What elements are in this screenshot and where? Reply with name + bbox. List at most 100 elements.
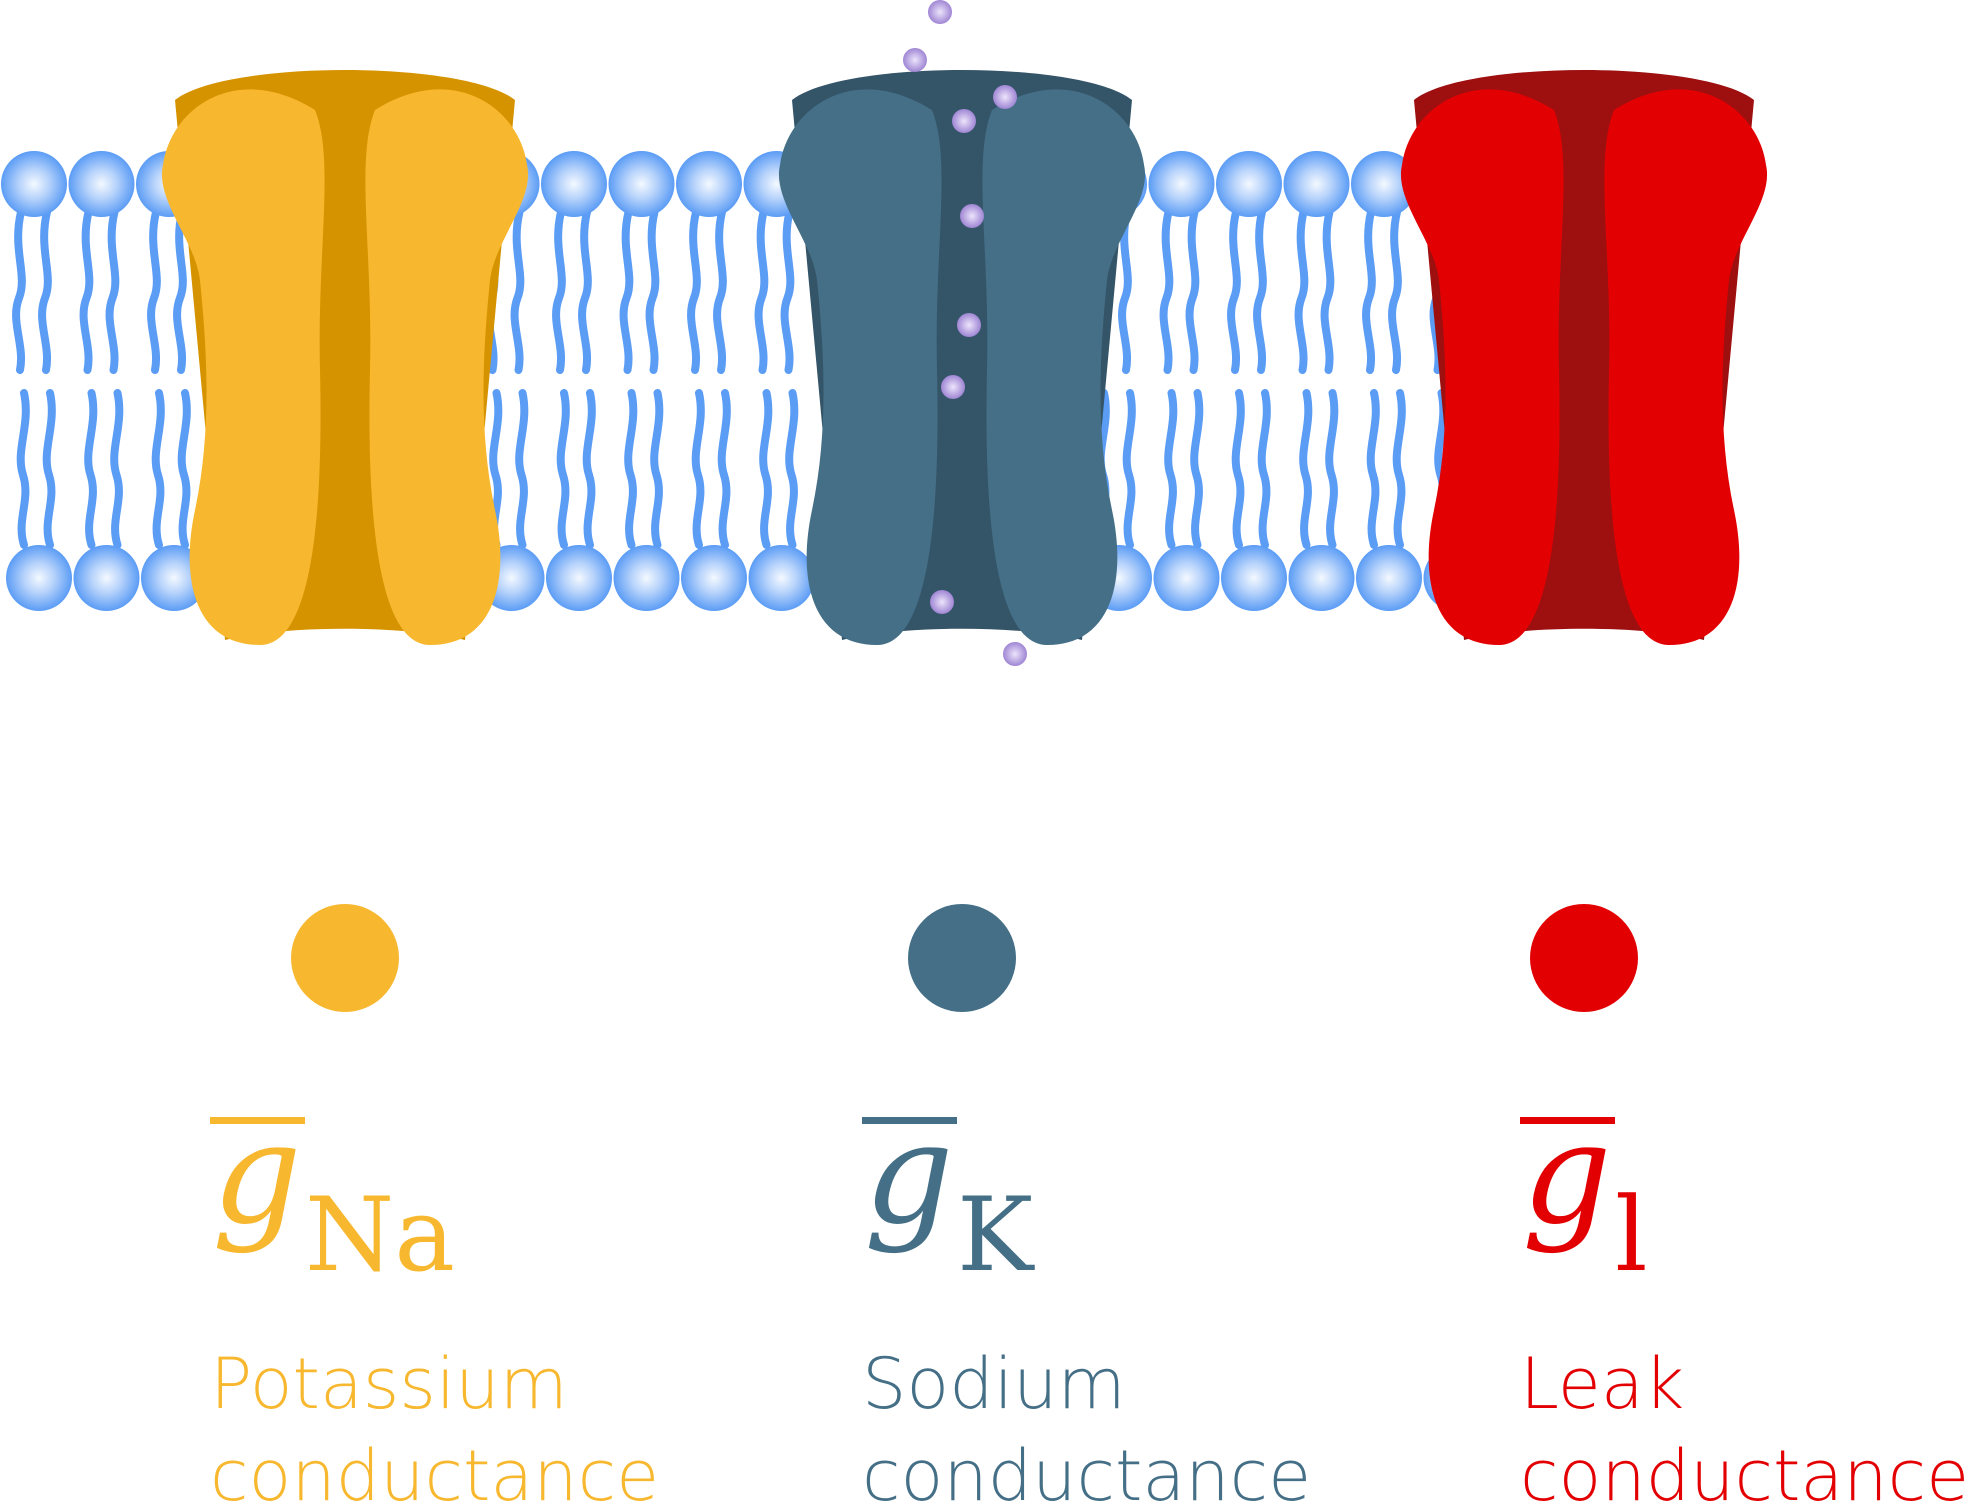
leak-channel-icon bbox=[1400, 70, 1768, 646]
ion-particle bbox=[941, 375, 965, 399]
ion-particle bbox=[903, 48, 927, 72]
lipid-head bbox=[1, 151, 67, 217]
ion-particle bbox=[993, 85, 1017, 109]
ion-particle bbox=[957, 313, 981, 337]
lipid-tail bbox=[1122, 389, 1136, 549]
conductance-subscript: Na bbox=[305, 1176, 455, 1295]
lipid-tail bbox=[16, 389, 30, 549]
potassium-channel-icon bbox=[161, 70, 529, 646]
conductance-label-line1: Sodium bbox=[862, 1343, 1126, 1425]
lipid-tail bbox=[624, 389, 638, 549]
lipid-tail bbox=[1362, 208, 1376, 374]
lipid-tail bbox=[84, 389, 98, 549]
lipid-tail bbox=[691, 389, 705, 549]
ion-channels bbox=[161, 70, 1768, 646]
conductance-label-line1: Leak bbox=[1520, 1343, 1684, 1425]
ion-particle bbox=[928, 0, 952, 24]
lipid-tail bbox=[1159, 208, 1174, 374]
lipid-head bbox=[1216, 151, 1282, 217]
lipid-head bbox=[676, 151, 742, 217]
lipid-tail bbox=[1325, 389, 1339, 549]
lipid-tail bbox=[1388, 208, 1402, 374]
symbol-overbar bbox=[210, 1117, 305, 1124]
lipid-tail bbox=[713, 208, 727, 374]
channel-right-subunit bbox=[1604, 89, 1768, 646]
lipid-tail bbox=[1118, 208, 1132, 374]
lipid-head bbox=[541, 151, 607, 217]
ion-particle bbox=[960, 204, 984, 228]
lipid-tail bbox=[785, 389, 799, 549]
lipid-head bbox=[1351, 151, 1417, 217]
conductance-subscript: K bbox=[957, 1176, 1035, 1295]
conductance-label-line2: conductance bbox=[1520, 1435, 1969, 1504]
ion-particle bbox=[1003, 642, 1027, 666]
lipid-tail bbox=[105, 208, 120, 374]
legend-color-dot bbox=[291, 904, 399, 1012]
ions bbox=[903, 0, 1027, 666]
lipid-tail bbox=[510, 208, 525, 374]
lipid-tail bbox=[151, 389, 165, 549]
ion-particle bbox=[952, 109, 976, 133]
lipid-tail bbox=[1164, 389, 1178, 549]
lipid-head bbox=[1288, 545, 1355, 611]
channel-left-subunit bbox=[778, 89, 942, 646]
lipid-tail bbox=[515, 389, 529, 549]
lipid-tail bbox=[650, 389, 664, 549]
lipid-tail bbox=[556, 389, 570, 549]
legend-color-dot bbox=[1530, 904, 1638, 1012]
channel-left-subunit bbox=[161, 89, 325, 646]
lipid-head bbox=[68, 151, 135, 217]
ion-particle bbox=[930, 590, 954, 614]
channel-right-subunit bbox=[365, 89, 529, 646]
lipid-tail bbox=[42, 389, 56, 549]
lipid-tail bbox=[619, 208, 634, 374]
lipid-head bbox=[1283, 151, 1350, 217]
conductance-subscript: l bbox=[1615, 1176, 1648, 1295]
lipid-head bbox=[73, 545, 140, 611]
symbol-overbar bbox=[862, 1117, 957, 1124]
lipid-tail bbox=[147, 208, 161, 374]
lipid-tail bbox=[173, 208, 187, 374]
conductance-label-line1: Potassium bbox=[210, 1343, 568, 1425]
lipid-head bbox=[748, 545, 815, 611]
conductance-symbol: g bbox=[212, 1093, 302, 1256]
lipid-tail bbox=[177, 389, 191, 549]
conductance-label-line2: conductance bbox=[210, 1435, 659, 1504]
lipid-tail bbox=[1185, 208, 1200, 374]
legend-item-l: g l Leak conductance bbox=[1520, 904, 1969, 1504]
lipid-tail bbox=[780, 208, 795, 374]
lipid-tail bbox=[1366, 389, 1380, 549]
lipid-head bbox=[608, 151, 675, 217]
lipid-head bbox=[1153, 545, 1220, 611]
legend-color-dot bbox=[908, 904, 1016, 1012]
lipid-tail bbox=[687, 208, 701, 374]
lipid-tail bbox=[1227, 208, 1241, 374]
lipid-tail bbox=[1257, 389, 1271, 549]
sodium-channel-icon bbox=[778, 70, 1146, 646]
channel-right-subunit bbox=[982, 89, 1146, 646]
lipid-tail bbox=[1320, 208, 1335, 374]
conductance-label-line2: conductance bbox=[862, 1435, 1311, 1504]
lipid-tail bbox=[1294, 208, 1309, 374]
lipid-tail bbox=[645, 208, 660, 374]
conductance-symbol: g bbox=[1522, 1093, 1612, 1256]
lipid-head bbox=[1356, 545, 1422, 611]
lipid-tail bbox=[578, 208, 592, 374]
lipid-head bbox=[1221, 545, 1287, 611]
lipid-tail bbox=[759, 389, 773, 549]
lipid-tail bbox=[1231, 389, 1245, 549]
lipid-tail bbox=[79, 208, 94, 374]
lipid-head bbox=[6, 545, 72, 611]
lipid-tail bbox=[12, 208, 26, 374]
lipid-tail bbox=[38, 208, 52, 374]
conductance-symbol: g bbox=[864, 1093, 954, 1256]
channel-left-subunit bbox=[1400, 89, 1564, 646]
lipid-tail bbox=[582, 389, 596, 549]
lipid-tail bbox=[1392, 389, 1406, 549]
lipid-tail bbox=[1190, 389, 1204, 549]
legend-item-na: g Na Potassium conductance bbox=[210, 904, 659, 1504]
lipid-tail bbox=[754, 208, 769, 374]
lipid-head bbox=[613, 545, 680, 611]
